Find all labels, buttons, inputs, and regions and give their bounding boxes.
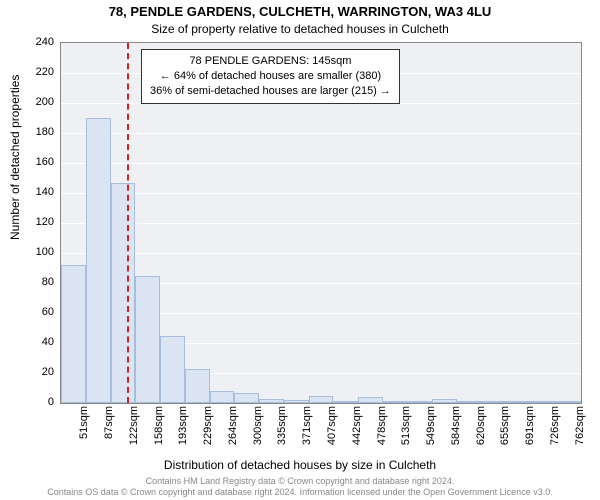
gridline — [61, 193, 581, 194]
y-tick-label: 220 — [24, 66, 54, 78]
credits-line-2: Contains OS data © Crown copyright and d… — [0, 487, 600, 498]
x-tick-label: 620sqm — [475, 406, 487, 454]
bar — [531, 401, 556, 403]
gridline — [61, 223, 581, 224]
y-tick-label: 40 — [24, 336, 54, 348]
bar — [556, 401, 581, 403]
y-tick-label: 160 — [24, 156, 54, 168]
x-tick-label: 691sqm — [524, 406, 536, 454]
x-tick-label: 51sqm — [78, 406, 90, 454]
bar — [234, 393, 259, 404]
y-tick-label: 20 — [24, 366, 54, 378]
bar — [482, 401, 507, 403]
bar — [61, 265, 86, 403]
x-tick-label: 726sqm — [549, 406, 561, 454]
chart-title: 78, PENDLE GARDENS, CULCHETH, WARRINGTON… — [0, 4, 600, 19]
x-tick-label: 264sqm — [227, 406, 239, 454]
bar — [111, 183, 136, 404]
bar — [284, 400, 309, 403]
x-tick-label: 584sqm — [450, 406, 462, 454]
bar — [383, 401, 408, 403]
x-tick-label: 193sqm — [177, 406, 189, 454]
credits: Contains HM Land Registry data © Crown c… — [0, 476, 600, 498]
bar — [457, 401, 482, 403]
y-tick-label: 200 — [24, 96, 54, 108]
bar — [507, 401, 532, 403]
x-tick-label: 300sqm — [252, 406, 264, 454]
gridline — [61, 253, 581, 254]
x-tick-label: 87sqm — [103, 406, 115, 454]
credits-line-1: Contains HM Land Registry data © Crown c… — [0, 476, 600, 487]
y-tick-label: 120 — [24, 216, 54, 228]
bar — [86, 118, 111, 403]
x-tick-label: 442sqm — [351, 406, 363, 454]
y-tick-label: 180 — [24, 126, 54, 138]
bar — [358, 397, 383, 403]
y-tick-label: 80 — [24, 276, 54, 288]
y-tick-label: 100 — [24, 246, 54, 258]
bar — [333, 401, 358, 403]
info-box-line: ← 64% of detached houses are smaller (38… — [150, 69, 391, 84]
y-tick-label: 0 — [24, 396, 54, 408]
bar — [408, 401, 433, 403]
info-box-line: 36% of semi-detached houses are larger (… — [150, 84, 391, 99]
y-tick-label: 60 — [24, 306, 54, 318]
bar — [210, 391, 235, 403]
info-box-line: 78 PENDLE GARDENS: 145sqm — [150, 54, 391, 69]
x-tick-label: 655sqm — [499, 406, 511, 454]
reference-line — [127, 43, 129, 403]
bar — [309, 396, 334, 404]
y-tick-label: 240 — [24, 36, 54, 48]
info-box: 78 PENDLE GARDENS: 145sqm← 64% of detach… — [141, 49, 400, 104]
y-tick-label: 140 — [24, 186, 54, 198]
x-tick-label: 229sqm — [202, 406, 214, 454]
x-tick-label: 122sqm — [128, 406, 140, 454]
x-tick-label: 513sqm — [400, 406, 412, 454]
gridline — [61, 163, 581, 164]
x-tick-label: 549sqm — [425, 406, 437, 454]
x-tick-label: 371sqm — [301, 406, 313, 454]
x-tick-label: 762sqm — [574, 406, 586, 454]
gridline — [61, 133, 581, 134]
bar — [135, 276, 160, 404]
chart-container: 78, PENDLE GARDENS, CULCHETH, WARRINGTON… — [0, 0, 600, 500]
y-axis-label: Number of detached properties — [8, 75, 22, 240]
x-tick-label: 478sqm — [376, 406, 388, 454]
bar — [432, 399, 457, 404]
plot-area: 78 PENDLE GARDENS: 145sqm← 64% of detach… — [60, 42, 582, 404]
bar — [185, 369, 210, 404]
chart-subtitle: Size of property relative to detached ho… — [0, 22, 600, 36]
x-tick-label: 158sqm — [153, 406, 165, 454]
x-tick-label: 335sqm — [276, 406, 288, 454]
bar — [259, 399, 284, 404]
x-tick-label: 407sqm — [326, 406, 338, 454]
x-axis-label: Distribution of detached houses by size … — [0, 458, 600, 472]
bar — [160, 336, 185, 404]
